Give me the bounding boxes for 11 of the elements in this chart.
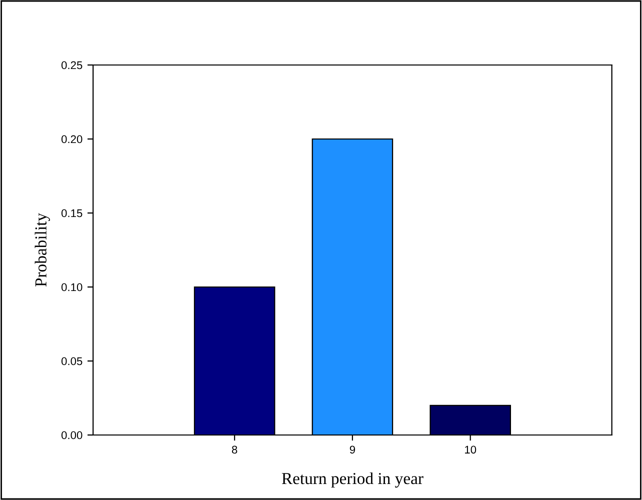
y-tick-label: 0.05 — [61, 357, 82, 366]
y-tick-label: 0.25 — [61, 61, 82, 70]
x-axis-title: Return period in year — [282, 472, 424, 488]
y-tick-label: 0.20 — [61, 135, 82, 144]
x-tick-label: 8 — [232, 446, 238, 454]
x-tick-label: 9 — [350, 446, 356, 454]
y-tick-label: 0.15 — [61, 209, 82, 218]
y-tick-label: 0.10 — [61, 283, 82, 292]
x-tick-label: 10 — [465, 446, 476, 454]
y-axis-title: Probability — [34, 213, 50, 287]
y-tick-label: 0.00 — [61, 431, 82, 440]
